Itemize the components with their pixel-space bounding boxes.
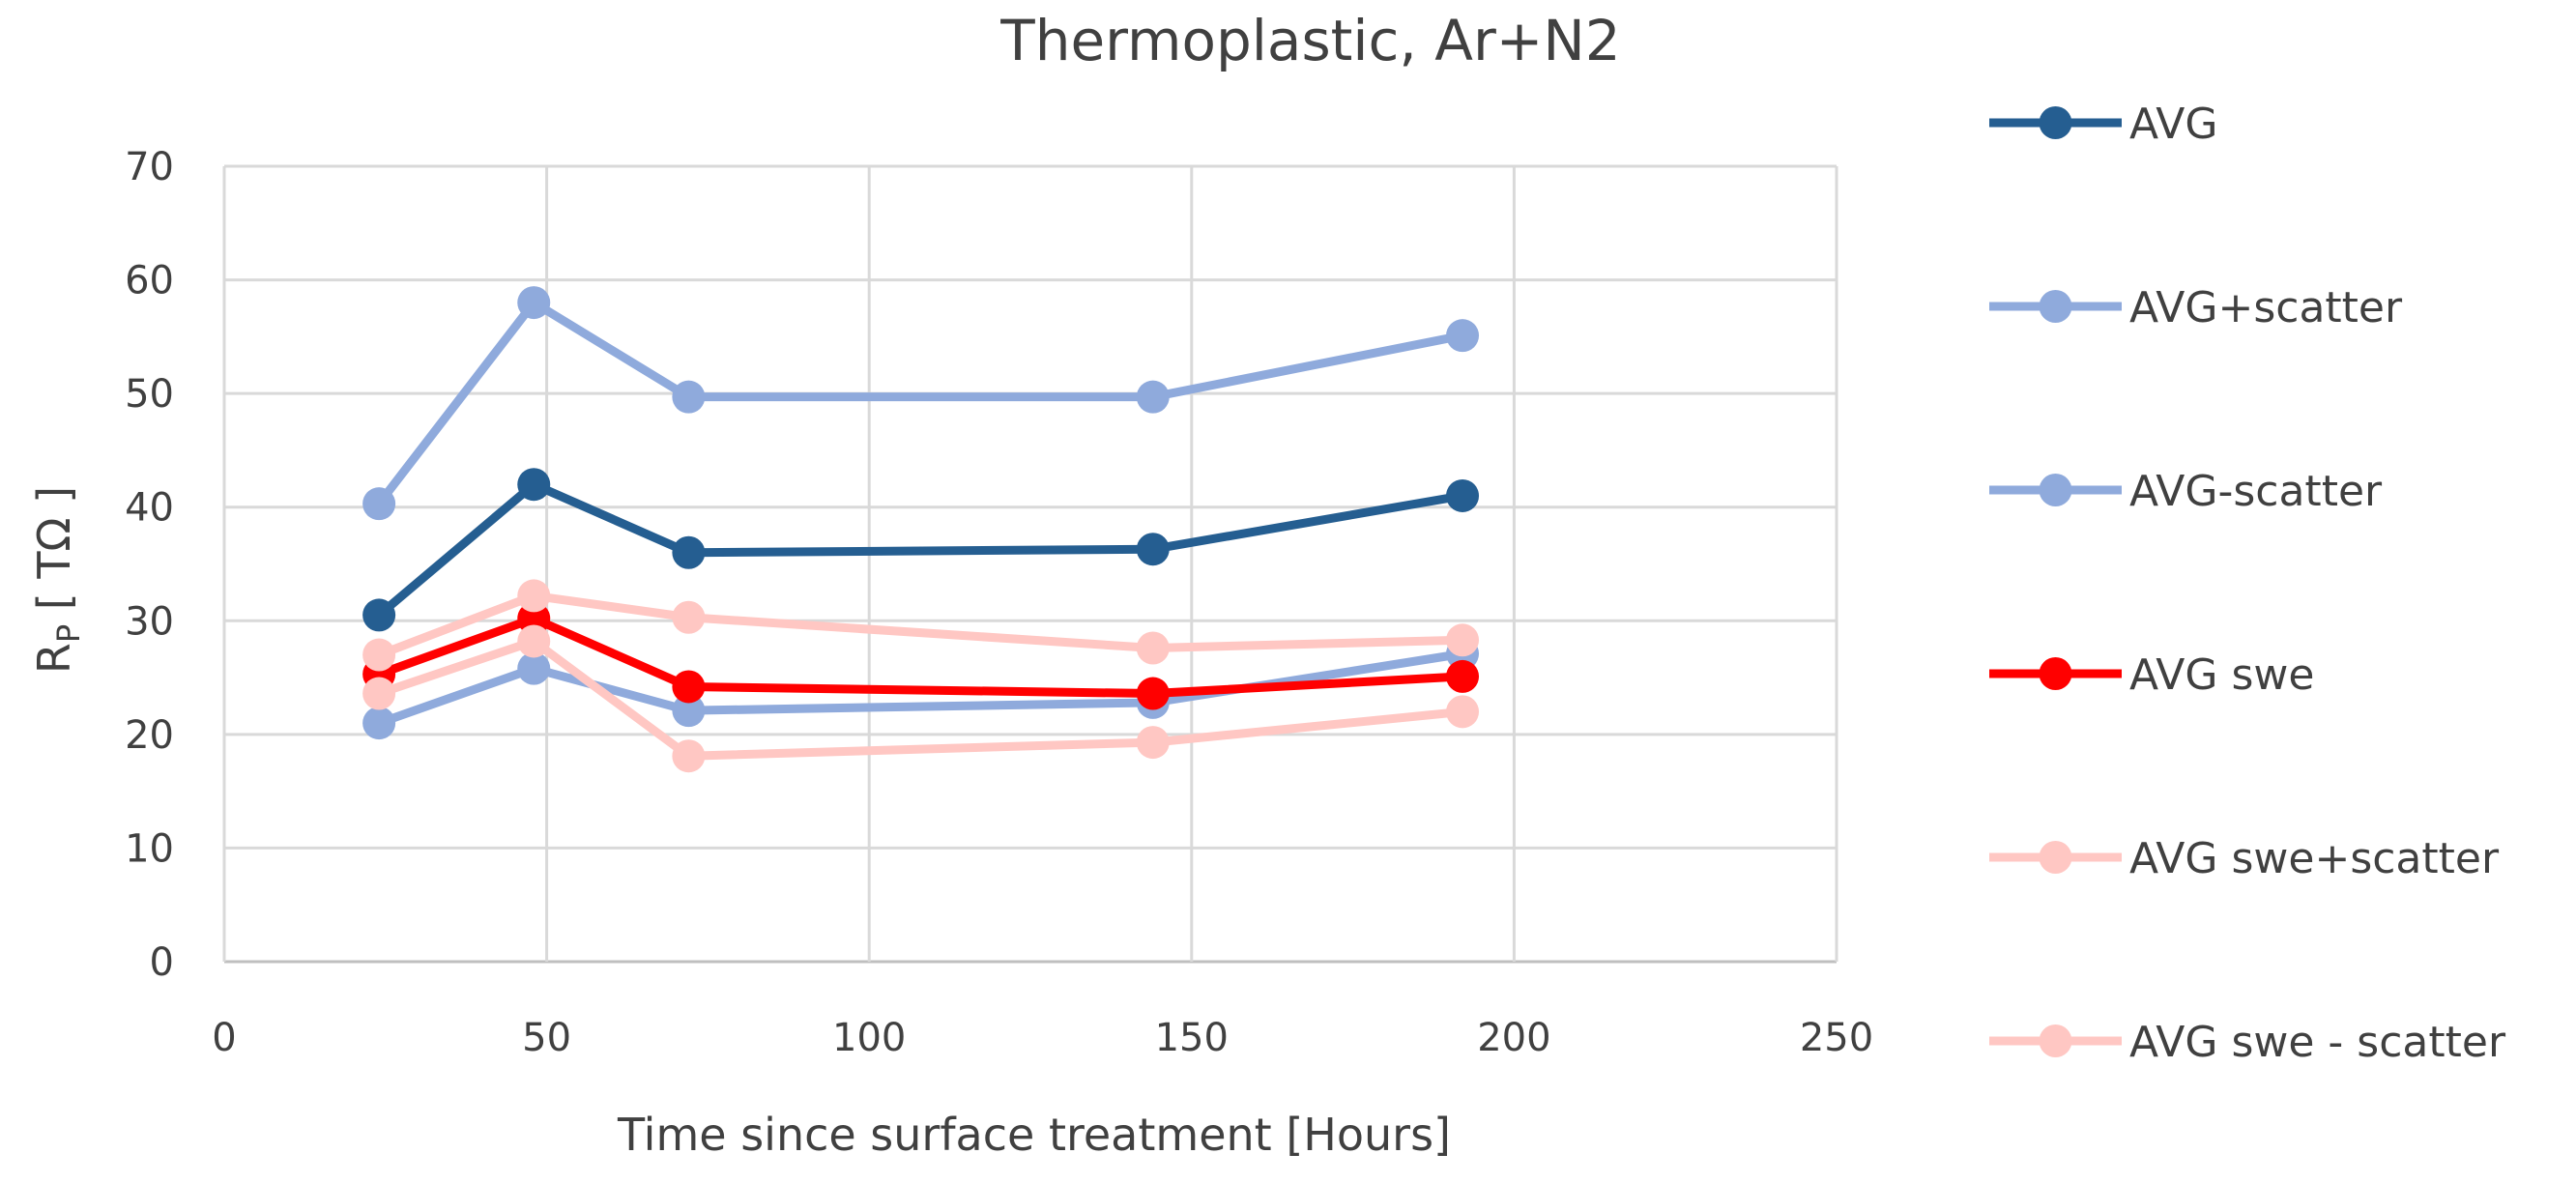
data-point <box>1136 533 1170 566</box>
x-tick-label: 50 <box>522 1016 571 1060</box>
legend-swatch-marker <box>2039 474 2072 506</box>
y-axis-title-sub: P <box>50 624 87 643</box>
data-point <box>517 286 551 320</box>
data-point <box>362 487 396 521</box>
x-tick-label: 150 <box>1155 1016 1229 1060</box>
data-point <box>517 601 551 635</box>
data-point <box>362 598 396 632</box>
data-point <box>1446 478 1480 512</box>
legend-swatch-marker <box>2039 290 2072 323</box>
legend-entry: AVG swe+scatter <box>1989 834 2500 883</box>
y-tick-label: 30 <box>125 599 174 644</box>
data-point <box>672 739 706 773</box>
legend-swatch-marker <box>2039 841 2072 874</box>
y-tick-label: 60 <box>125 259 174 303</box>
y-tick-label: 50 <box>125 372 174 417</box>
legend-label: AVG+scatter <box>2129 283 2403 332</box>
legend-entry: AVG-scatter <box>1989 467 2383 516</box>
legend-entry: AVG swe - scatter <box>1989 1018 2506 1067</box>
legend-label: AVG swe - scatter <box>2129 1018 2506 1067</box>
y-tick-label: 10 <box>125 826 174 871</box>
y-axis-title-main: R <box>28 643 80 674</box>
data-point <box>672 670 706 704</box>
data-point <box>1136 677 1170 710</box>
data-point <box>672 694 706 728</box>
data-point <box>517 624 551 658</box>
chart-title: Thermoplastic, Ar+N2 <box>999 8 1620 73</box>
data-point <box>1136 726 1170 760</box>
legend-label: AVG swe+scatter <box>2129 834 2500 883</box>
legend: AVG AVG+scatter AVG-scatter AVG swe AVG swe+… <box>1989 100 2506 1067</box>
legend-label: AVG swe <box>2129 650 2314 700</box>
x-tick-labels: 0 50 100 150 200 250 <box>212 1016 1873 1060</box>
data-point <box>517 468 551 502</box>
y-axis-title: RP [ TΩ ] <box>28 486 87 674</box>
legend-swatch-marker <box>2039 1024 2072 1057</box>
data-point <box>362 707 396 740</box>
data-point <box>362 638 396 672</box>
legend-entry: AVG <box>1989 100 2217 149</box>
data-point <box>517 579 551 613</box>
data-point <box>362 677 396 710</box>
y-tick-label: 20 <box>125 713 174 758</box>
data-point <box>1446 695 1480 729</box>
y-axis-title-unit: [ TΩ ] <box>28 486 80 624</box>
legend-swatch-marker <box>2039 106 2072 139</box>
data-point <box>672 600 706 634</box>
series-layer <box>362 286 1480 773</box>
data-point <box>1446 659 1480 693</box>
data-point <box>1446 319 1480 353</box>
y-tick-label: 70 <box>125 145 174 189</box>
data-point <box>1136 380 1170 414</box>
series-3 <box>362 601 1480 710</box>
x-tick-label: 250 <box>1800 1016 1873 1060</box>
x-tick-label: 200 <box>1477 1016 1550 1060</box>
x-tick-label: 100 <box>832 1016 906 1060</box>
series-4 <box>362 579 1480 672</box>
x-tick-label: 0 <box>212 1016 236 1060</box>
data-point <box>672 380 706 414</box>
series-5 <box>362 624 1480 773</box>
legend-entry: AVG swe <box>1989 650 2314 700</box>
grid <box>222 164 1838 964</box>
series-1 <box>362 286 1480 521</box>
series-0 <box>362 468 1480 632</box>
y-tick-labels: 0 10 20 30 40 50 60 70 <box>125 145 174 985</box>
y-tick-label: 40 <box>125 486 174 531</box>
x-axis-title: Time since surface treatment [Hours] <box>617 1109 1451 1161</box>
data-point <box>1446 623 1480 657</box>
data-point <box>517 651 551 685</box>
data-point <box>672 535 706 569</box>
data-point <box>1136 631 1170 665</box>
legend-label: AVG-scatter <box>2129 467 2383 516</box>
y-tick-label: 0 <box>150 940 174 985</box>
legend-label: AVG <box>2129 100 2217 149</box>
legend-swatch-marker <box>2039 657 2072 690</box>
legend-entry: AVG+scatter <box>1989 283 2403 332</box>
